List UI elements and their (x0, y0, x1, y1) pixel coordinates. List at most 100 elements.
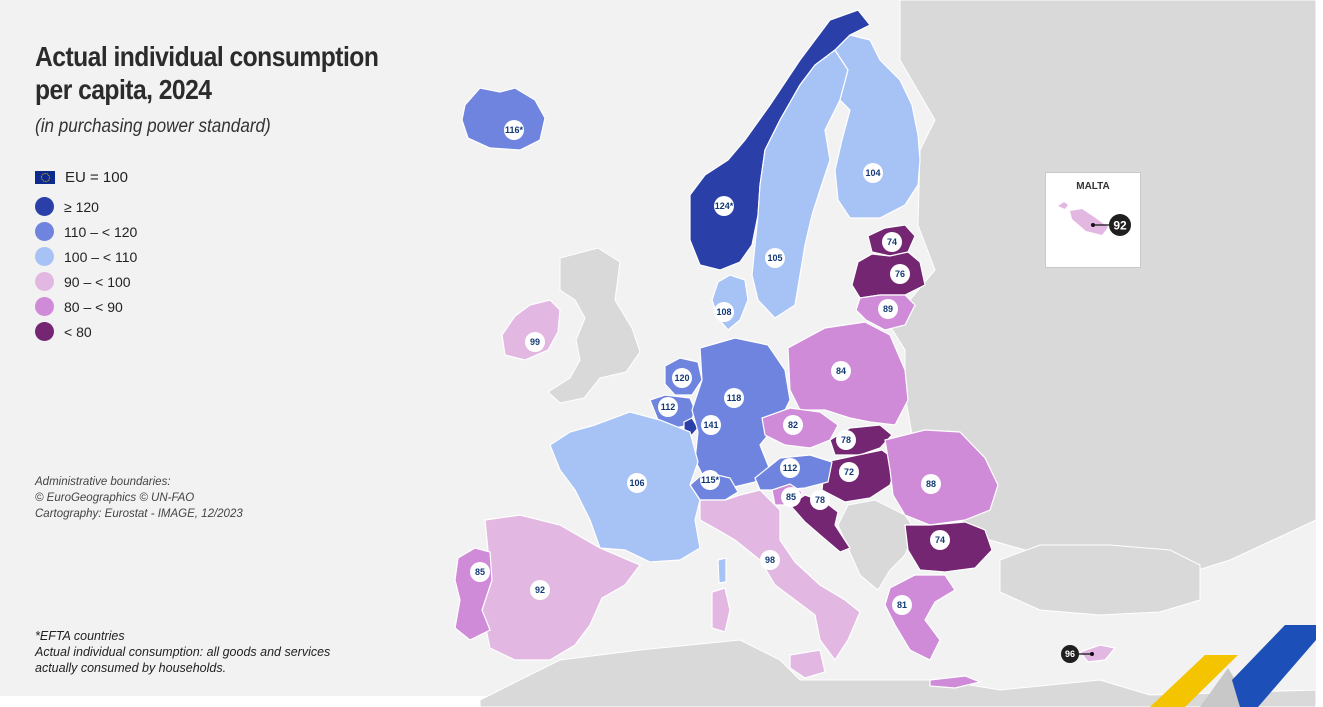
legend-item: ≥ 120 (35, 194, 137, 219)
country-finland (834, 34, 921, 219)
label-romania: 88 (921, 474, 941, 494)
malta-value: 92 (1113, 219, 1127, 233)
label-italy: 98 (760, 550, 780, 570)
legend-label: 80 – < 90 (64, 298, 123, 315)
label-slovenia: 85 (781, 487, 801, 507)
svg-text:112: 112 (783, 463, 798, 473)
malta-value-circle (1109, 214, 1131, 236)
label-belgium: 112 (658, 397, 678, 417)
gozo-island (1058, 202, 1068, 209)
eu-efta-countries (454, 9, 1117, 689)
svg-text:96: 96 (1065, 649, 1075, 659)
label-iceland: 116* (504, 120, 524, 140)
label-austria: 112 (780, 458, 800, 478)
malta-inset: MALTA 92 (1045, 172, 1141, 268)
svg-text:89: 89 (883, 304, 893, 314)
legend-swatch (35, 222, 54, 241)
svg-text:72: 72 (844, 467, 854, 477)
svg-text:116*: 116* (505, 125, 524, 135)
svg-text:85: 85 (786, 492, 796, 502)
great-britain (547, 247, 641, 404)
country-portugal (454, 547, 493, 641)
credits-line-3: Cartography: Eurostat - IMAGE, 12/2023 (35, 508, 243, 520)
legend-label: 110 – < 120 (64, 223, 138, 240)
label-finland: 104 (863, 163, 883, 183)
svg-text:120: 120 (674, 373, 689, 383)
svg-text:141: 141 (703, 420, 718, 430)
svg-text:124*: 124* (715, 201, 734, 211)
legend-reference-label: EU = 100 (65, 168, 128, 186)
svg-text:105: 105 (767, 253, 782, 263)
label-latvia: 76 (890, 264, 910, 284)
svg-text:81: 81 (897, 600, 907, 610)
label-hungary: 72 (839, 462, 859, 482)
country-hungary (821, 449, 899, 503)
value-labels: 116* 124* 105 104 74 76 89 108 99 120 11… (470, 120, 1094, 663)
malta-point (1091, 223, 1095, 227)
label-spain: 92 (530, 580, 550, 600)
country-iceland (461, 87, 546, 151)
definition-note: Actual individual consumption: all goods… (35, 645, 331, 675)
legend-swatch (35, 247, 54, 266)
label-croatia: 78 (810, 490, 830, 510)
legend-swatch (35, 197, 54, 216)
subtitle: (in purchasing power standard) (35, 116, 271, 137)
svg-text:115*: 115* (701, 475, 720, 485)
credits-line-2: © EuroGeographics © UN-FAO (35, 492, 195, 504)
label-cyprus: 96 (1061, 645, 1094, 663)
label-greece: 81 (892, 595, 912, 615)
page-title: Actual individual consumption per capita,… (35, 40, 379, 106)
svg-text:74: 74 (887, 237, 897, 247)
legend-item: 80 – < 90 (35, 294, 137, 319)
legend-item: 110 – < 120 (35, 219, 137, 244)
label-netherlands: 120 (672, 368, 692, 388)
efta-note: *EFTA countries (35, 629, 125, 643)
turkey (999, 544, 1201, 616)
country-romania (884, 429, 999, 526)
svg-text:112: 112 (661, 402, 676, 412)
legend-label: < 80 (64, 323, 92, 340)
country-ireland (501, 299, 561, 361)
legend-label: 100 – < 110 (64, 248, 138, 265)
label-germany: 118 (724, 388, 744, 408)
country-france (549, 411, 701, 563)
svg-text:118: 118 (727, 393, 742, 403)
legend-swatch (35, 272, 54, 291)
legend-label: 90 – < 100 (64, 273, 131, 290)
country-crete (929, 675, 982, 689)
legend-item: 100 – < 110 (35, 244, 137, 269)
svg-text:108: 108 (716, 307, 731, 317)
country-bulgaria (904, 521, 993, 573)
svg-text:78: 78 (815, 495, 825, 505)
title-line-2: per capita, 2024 (35, 74, 212, 105)
svg-text:98: 98 (765, 555, 775, 565)
legend-swatch (35, 322, 54, 341)
malta-inset-map: 92 (1058, 202, 1131, 236)
label-poland: 84 (831, 361, 851, 381)
svg-text:99: 99 (530, 337, 540, 347)
svg-text:92: 92 (535, 585, 545, 595)
label-lithuania: 89 (878, 299, 898, 319)
legend-swatch (35, 297, 54, 316)
label-denmark: 108 (714, 302, 734, 322)
country-italy (699, 489, 861, 662)
legend-label: ≥ 120 (64, 198, 99, 215)
label-luxembourg: 141 (701, 415, 721, 435)
legend: EU = 100 ≥ 120 110 – < 120 100 – < 110 9… (35, 166, 137, 344)
svg-text:85: 85 (475, 567, 485, 577)
title-line-1: Actual individual consumption (35, 41, 379, 72)
svg-text:88: 88 (926, 479, 936, 489)
legend-item: 90 – < 100 (35, 269, 137, 294)
label-switzerland: 115* (700, 470, 720, 490)
label-slovakia: 78 (836, 430, 856, 450)
label-ireland: 99 (525, 332, 545, 352)
label-norway: 124* (714, 196, 734, 216)
label-portugal: 85 (470, 562, 490, 582)
label-sweden: 105 (765, 248, 785, 268)
credits-line-1: Administrative boundaries: (35, 476, 171, 488)
inset-title: MALTA (1076, 181, 1110, 192)
country-latvia (851, 251, 926, 299)
svg-text:106: 106 (629, 478, 644, 488)
country-sardinia (711, 587, 731, 633)
